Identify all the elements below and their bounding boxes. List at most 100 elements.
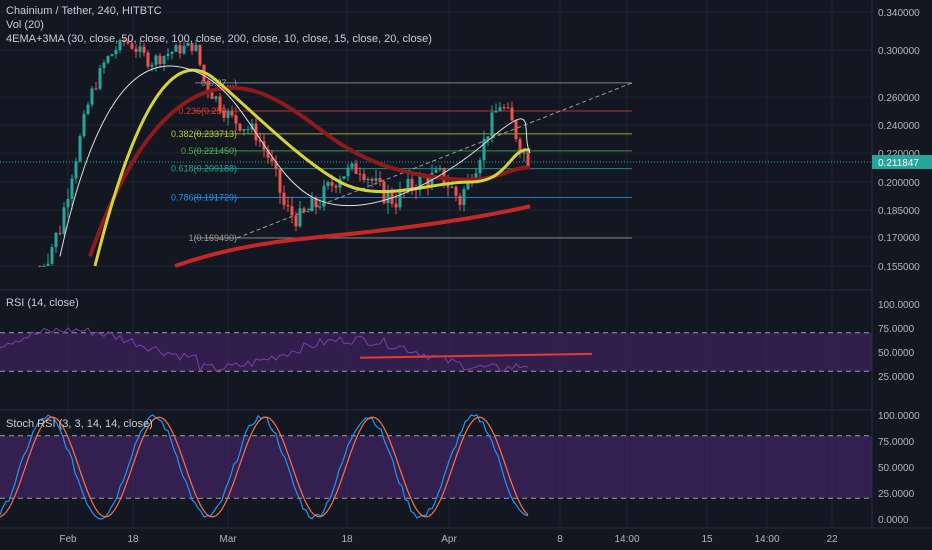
stoch-band: [0, 435, 872, 499]
last-price-tag: [872, 155, 932, 169]
candle-body: [54, 232, 58, 248]
candle-body: [394, 203, 398, 208]
candle-body: [418, 176, 422, 191]
candle-body: [454, 186, 458, 196]
x-tick-label: 22: [826, 534, 838, 545]
candle-body: [98, 68, 102, 89]
x-tick-label: 18: [127, 534, 139, 545]
rsi-title: RSI (14, close): [6, 297, 79, 309]
x-tick-label: Mar: [219, 534, 237, 545]
candle-body: [330, 182, 334, 186]
price-tick-label: 0.155000: [878, 262, 920, 273]
candle-body: [506, 107, 510, 109]
candle-body: [302, 208, 306, 212]
candle-body: [458, 195, 462, 205]
candle-body: [102, 62, 106, 69]
price-pane[interactable]: 0(0.27...)0.236(0.250...)0.382(0.233713)…: [0, 37, 872, 268]
candle-body: [46, 263, 50, 266]
stoch-tick-label: 100.0000: [878, 411, 920, 422]
candle-body: [342, 176, 346, 180]
candle-body: [66, 198, 70, 208]
candle-body: [50, 247, 54, 264]
rsi-trend-line: [359, 352, 593, 359]
chart-title: Chainium / Tether, 240, HITBTC: [6, 5, 162, 17]
candle-body: [134, 48, 138, 52]
fib-level-label: 0.382(0.233713): [171, 129, 237, 139]
candle-body: [258, 140, 262, 142]
candle-body: [90, 88, 94, 105]
price-tick-label: 0.185000: [878, 206, 920, 217]
candle-body: [346, 167, 350, 177]
candle-body: [206, 81, 210, 93]
candle-body: [526, 152, 530, 167]
fib-level-label: 0.236(0.250...): [178, 106, 237, 116]
candle-body: [430, 172, 434, 186]
candle-body: [398, 189, 402, 208]
candle-body: [278, 169, 282, 193]
candle-body: [438, 167, 442, 170]
candle-body: [282, 192, 286, 206]
candle-body: [450, 186, 454, 188]
candle-body: [482, 138, 486, 161]
candle-body: [410, 179, 414, 189]
candle-body: [42, 266, 46, 267]
candle-body: [510, 107, 514, 121]
candle-body: [150, 64, 154, 67]
candle-body: [162, 56, 166, 65]
candle-body: [82, 114, 86, 137]
candle-body: [114, 50, 118, 55]
x-tick-label: 14:00: [614, 534, 639, 545]
candle-body: [350, 163, 354, 168]
candle-body: [234, 115, 238, 124]
candle-body: [126, 41, 130, 44]
ma-200-line: [174, 204, 531, 268]
candle-body: [166, 53, 170, 57]
price-tick-label: 0.340000: [878, 8, 920, 19]
candle-body: [514, 120, 518, 140]
candle-body: [290, 206, 294, 216]
stoch-tick-label: 75.0000: [878, 437, 915, 448]
candle-body: [466, 178, 470, 190]
x-tick-label: 15: [701, 534, 713, 545]
stoch-tick-label: 50.0000: [878, 463, 915, 474]
candle-body: [426, 177, 430, 186]
last-price-label: 0.211847: [878, 158, 919, 169]
rsi-pane[interactable]: [0, 327, 872, 373]
candle-body: [266, 149, 270, 158]
candle-body: [122, 40, 126, 42]
x-tick-label: 14:00: [754, 534, 779, 545]
candle-body: [306, 211, 310, 213]
stoch-pane[interactable]: [0, 414, 872, 520]
candle-body: [214, 96, 218, 99]
candle-body: [118, 40, 122, 51]
indicator-label: 4EMA+3MA (30, close, 50, close, 100, clo…: [6, 33, 432, 45]
price-tick-label: 0.260000: [878, 93, 920, 104]
candle-body: [318, 206, 322, 208]
candle-body: [406, 179, 410, 191]
rsi-tick-label: 50.0000: [878, 348, 915, 359]
candle-body: [70, 178, 74, 199]
ema-white-line: [59, 65, 531, 257]
candle-body: [142, 46, 146, 53]
price-legend: Chainium / Tether, 240, HITBTC Vol (20) …: [6, 4, 432, 46]
price-tick-label: 0.170000: [878, 233, 920, 244]
candle-body: [334, 185, 338, 188]
candle-body: [274, 161, 278, 170]
x-tick-label: 18: [341, 534, 353, 545]
candle-body: [78, 136, 82, 162]
candle-body: [230, 111, 234, 116]
candle-body: [190, 43, 194, 51]
candle-body: [58, 232, 62, 234]
candle-body: [286, 205, 290, 207]
candle-body: [218, 96, 222, 111]
stoch-tick-label: 25.0000: [878, 489, 915, 500]
candle-body: [270, 157, 274, 162]
x-tick-label: Apr: [441, 534, 457, 545]
candle-body: [486, 136, 490, 139]
candle-body: [246, 129, 250, 131]
candle-body: [378, 178, 382, 182]
candle-body: [74, 161, 78, 179]
candle-body: [366, 178, 370, 181]
candle-body: [478, 160, 482, 174]
